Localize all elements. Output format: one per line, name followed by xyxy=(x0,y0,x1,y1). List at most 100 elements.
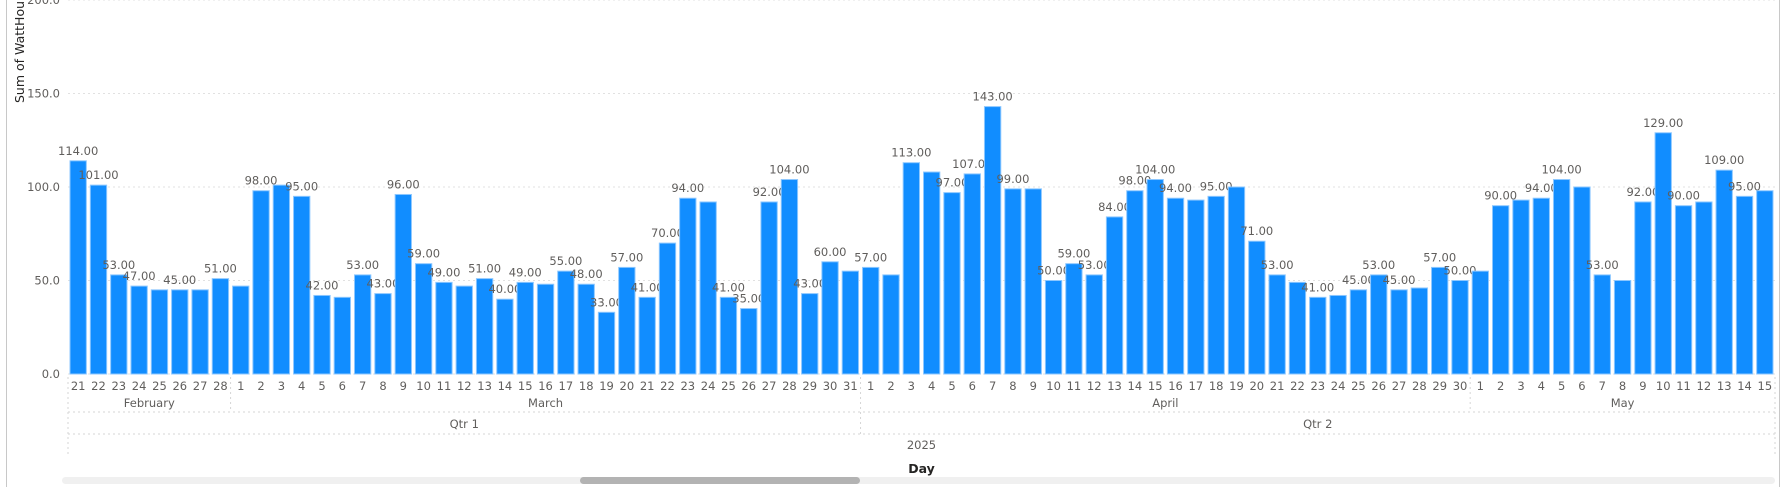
x-tick-day: 26 xyxy=(1371,379,1386,393)
x-tick-day: 20 xyxy=(1249,379,1264,393)
bar xyxy=(1227,186,1246,375)
data-label: 50.00 xyxy=(1444,264,1477,278)
y-tick-label: 100.0 xyxy=(27,180,60,194)
x-tick-day: 27 xyxy=(762,379,777,393)
x-tick-day: 23 xyxy=(111,379,126,393)
x-tick-day: 6 xyxy=(339,379,346,393)
bar xyxy=(272,184,291,375)
x-tick-day: 17 xyxy=(1189,379,1204,393)
data-label: 45.00 xyxy=(1342,273,1375,287)
x-tick-day: 19 xyxy=(1229,379,1244,393)
x-tick-day: 22 xyxy=(660,379,675,393)
bar xyxy=(658,242,677,375)
x-tick-day: 25 xyxy=(721,379,736,393)
bar xyxy=(1105,216,1124,375)
bar xyxy=(130,285,148,375)
x-tick-day: 29 xyxy=(802,379,817,393)
x-tick-day: 23 xyxy=(680,379,695,393)
bar xyxy=(963,173,981,375)
data-label: 40.00 xyxy=(488,282,521,296)
data-label: 90.00 xyxy=(1484,189,1517,203)
x-tick-day: 2 xyxy=(1497,379,1504,393)
x-tick-day: 25 xyxy=(1351,379,1366,393)
bar xyxy=(1695,201,1713,375)
data-label: 49.00 xyxy=(427,265,460,279)
bar xyxy=(1471,270,1490,375)
bar xyxy=(536,283,555,375)
bar xyxy=(719,296,738,375)
x-tick-day: 15 xyxy=(1148,379,1163,393)
data-label: 51.00 xyxy=(204,262,237,276)
data-label: 92.00 xyxy=(1626,185,1659,199)
bar xyxy=(638,296,656,375)
data-label: 48.00 xyxy=(570,267,603,281)
x-tick-day: 10 xyxy=(1656,379,1671,393)
x-month-label: April xyxy=(1152,396,1178,410)
data-label: 45.00 xyxy=(163,273,196,287)
bar xyxy=(1207,195,1225,375)
x-tick-day: 1 xyxy=(237,379,244,393)
bar xyxy=(293,195,311,375)
bar xyxy=(1004,188,1022,375)
y-tick-label: 150.0 xyxy=(27,87,60,101)
x-month-label: February xyxy=(124,396,175,410)
data-label: 109.00 xyxy=(1704,153,1744,167)
data-label: 51.00 xyxy=(468,262,501,276)
x-month-label: May xyxy=(1611,396,1635,410)
x-tick-day: 28 xyxy=(213,379,228,393)
x-tick-day: 23 xyxy=(1310,379,1325,393)
x-tick-day: 27 xyxy=(193,379,208,393)
bar xyxy=(902,162,921,375)
x-tick-day: 13 xyxy=(1107,379,1122,393)
data-label: 114.00 xyxy=(58,144,98,158)
visual-frame xyxy=(6,0,1780,487)
data-label: 49.00 xyxy=(509,265,542,279)
data-label: 94.00 xyxy=(1159,181,1192,195)
x-tick-day: 24 xyxy=(132,379,147,393)
x-tick-day: 10 xyxy=(416,379,431,393)
data-label: 50.00 xyxy=(1037,264,1070,278)
bar xyxy=(69,160,87,375)
data-label: 59.00 xyxy=(1057,247,1090,261)
y-tick-label: 200.0 xyxy=(27,0,60,7)
bar xyxy=(1044,280,1063,375)
data-label: 33.00 xyxy=(590,295,623,309)
x-tick-day: 14 xyxy=(1737,379,1752,393)
x-tick-day: 8 xyxy=(379,379,386,393)
bar xyxy=(841,270,860,375)
x-tick-day: 18 xyxy=(579,379,594,393)
data-label: 113.00 xyxy=(891,146,931,160)
bar xyxy=(1390,289,1408,375)
bar xyxy=(1410,287,1429,375)
x-tick-day: 11 xyxy=(1676,379,1691,393)
bar xyxy=(455,285,473,375)
x-tick-day: 25 xyxy=(152,379,167,393)
x-tick-day: 5 xyxy=(318,379,325,393)
x-tick-day: 7 xyxy=(359,379,366,393)
bar xyxy=(557,270,575,375)
x-tick-day: 8 xyxy=(1619,379,1626,393)
data-label: 60.00 xyxy=(814,245,847,259)
horizontal-scrollbar-thumb[interactable] xyxy=(580,477,860,484)
x-tick-day: 2 xyxy=(257,379,264,393)
data-label: 43.00 xyxy=(367,277,400,291)
bar xyxy=(882,274,900,375)
data-label: 104.00 xyxy=(1542,163,1582,177)
bar xyxy=(923,171,941,375)
x-tick-day: 4 xyxy=(1538,379,1545,393)
data-label: 53.00 xyxy=(1362,258,1395,272)
bar xyxy=(1573,186,1591,375)
bar xyxy=(1492,205,1510,375)
bar xyxy=(110,274,128,375)
x-tick-day: 7 xyxy=(989,379,996,393)
data-label: 104.00 xyxy=(769,163,809,177)
bar xyxy=(618,266,636,375)
bar xyxy=(1187,199,1205,375)
bar xyxy=(760,201,778,375)
horizontal-scrollbar-track[interactable] xyxy=(62,477,1775,484)
data-label: 101.00 xyxy=(78,168,118,182)
x-tick-day: 29 xyxy=(1432,379,1447,393)
x-tick-day: 30 xyxy=(1453,379,1468,393)
bar xyxy=(983,106,1002,375)
bar xyxy=(1024,188,1042,375)
